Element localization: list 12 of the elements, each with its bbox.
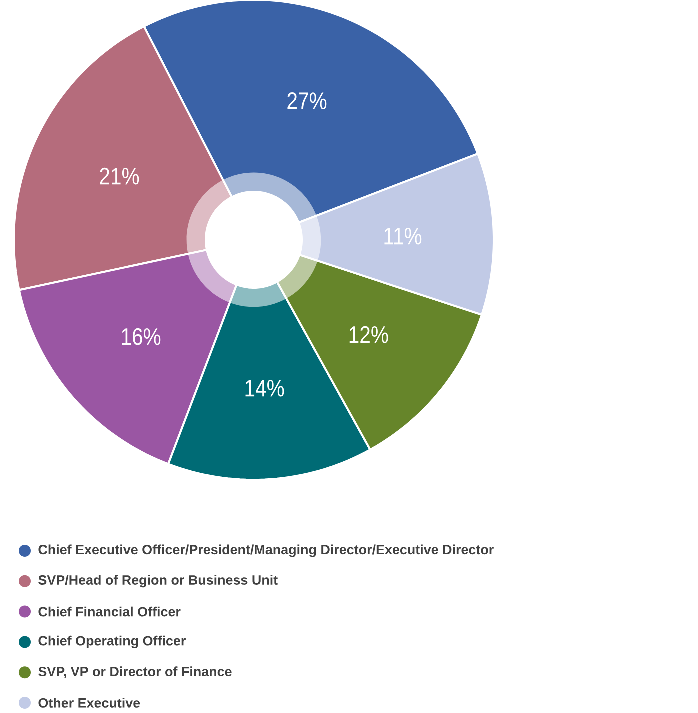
legend-label: Chief Executive Officer/President/Managing Director/Executive Director (38, 544, 494, 558)
legend-label: SVP, VP or Director of Finance (38, 666, 232, 679)
data-label: 11% (384, 228, 422, 245)
data-label: 14% (246, 380, 284, 397)
data-label: 21% (100, 168, 140, 185)
legend-label: Chief Operating Officer (38, 636, 186, 648)
data-label: 16% (122, 328, 161, 346)
data-label: 12% (350, 326, 388, 344)
data-label: 27% (288, 92, 327, 110)
legend-label: Chief Financial Officer (38, 606, 181, 617)
legend-label: SVP/Head of Region or Business Unit (38, 575, 278, 588)
legend-label: Other Executive (38, 698, 140, 708)
